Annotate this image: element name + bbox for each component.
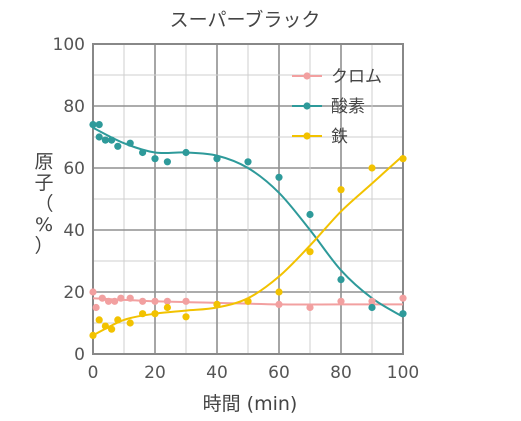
- y-axis-title-char: （: [34, 193, 53, 215]
- data-point-series-0: [182, 297, 190, 305]
- data-point-series-2: [114, 316, 122, 324]
- y-axis-title: 原子（%）: [34, 151, 53, 257]
- legend-label-series-1: 酸素: [331, 97, 365, 117]
- data-point-series-0: [139, 297, 147, 305]
- legend-label-series-0: クロム: [331, 67, 382, 87]
- data-point-series-2: [306, 248, 314, 256]
- data-point-series-1: [95, 133, 103, 141]
- data-point-series-0: [89, 288, 97, 296]
- data-point-series-2: [151, 310, 159, 318]
- legend-marker-series-2: [303, 132, 311, 140]
- data-point-series-0: [151, 297, 159, 305]
- data-point-series-0: [399, 294, 407, 302]
- data-point-series-1: [399, 310, 407, 318]
- x-tick-label: 80: [330, 363, 352, 383]
- y-tick-label: 0: [74, 345, 85, 365]
- x-tick-label: 40: [206, 363, 228, 383]
- y-axis-title-char: ）: [34, 235, 53, 257]
- y-axis-title-char: %: [35, 214, 53, 236]
- data-point-series-2: [182, 313, 190, 321]
- y-tick-label: 80: [63, 97, 85, 117]
- data-point-series-2: [244, 297, 252, 305]
- trend-line-series-1: [92, 126, 404, 318]
- legend-marker-series-0: [303, 72, 311, 80]
- data-point-series-2: [368, 164, 376, 172]
- x-axis-title: 時間 (min): [203, 393, 298, 415]
- data-point-series-2: [95, 316, 103, 324]
- data-point-series-0: [111, 297, 119, 305]
- data-point-series-1: [151, 155, 159, 163]
- data-point-series-0: [306, 303, 314, 312]
- data-point-series-0: [275, 300, 283, 308]
- data-point-series-2: [139, 310, 147, 318]
- data-point-series-1: [306, 210, 314, 219]
- data-point-series-0: [92, 303, 100, 312]
- x-tick-label: 60: [268, 363, 290, 383]
- data-point-series-2: [89, 331, 97, 339]
- data-point-series-0: [98, 294, 106, 302]
- y-tick-label: 20: [63, 283, 85, 303]
- legend-marker-series-1: [303, 102, 311, 110]
- data-point-series-2: [213, 300, 221, 308]
- y-tick-label: 100: [53, 35, 85, 55]
- data-point-series-1: [244, 158, 252, 166]
- y-tick-label: 60: [63, 159, 85, 179]
- data-point-series-2: [337, 186, 345, 194]
- data-point-series-1: [126, 139, 134, 147]
- data-point-series-2: [399, 155, 407, 163]
- data-point-series-1: [213, 155, 221, 163]
- legend-label-series-2: 鉄: [331, 127, 348, 147]
- data-point-series-0: [368, 297, 376, 305]
- data-point-series-1: [368, 303, 376, 312]
- data-point-series-1: [337, 276, 345, 284]
- data-point-series-0: [117, 294, 125, 302]
- data-point-series-2: [101, 322, 109, 330]
- data-point-series-0: [163, 297, 171, 305]
- axis-layer: 0 20 40 60 80 100 0 20 40 60 80 100: [53, 35, 420, 383]
- data-point-series-1: [89, 121, 97, 129]
- data-point-series-1: [101, 136, 109, 144]
- plot-frame: [92, 43, 404, 355]
- data-point-series-2: [126, 319, 134, 327]
- y-tick-label: 40: [63, 221, 85, 241]
- y-axis-title-char: 原: [34, 151, 53, 173]
- point-layer: [89, 121, 407, 339]
- data-point-series-1: [163, 158, 171, 166]
- data-point-series-2: [163, 303, 171, 312]
- chart-title: スーパーブラック: [170, 8, 321, 31]
- data-point-series-2: [275, 288, 283, 296]
- data-point-series-0: [337, 297, 345, 305]
- data-point-series-1: [108, 136, 116, 144]
- data-point-series-1: [114, 142, 122, 150]
- x-tick-label: 20: [144, 363, 166, 383]
- data-point-series-1: [275, 173, 283, 181]
- y-axis-title-char: 子: [34, 172, 53, 194]
- data-point-series-1: [95, 121, 103, 129]
- data-point-series-1: [139, 148, 147, 157]
- data-point-series-0: [104, 297, 113, 305]
- x-tick-label: 0: [88, 363, 99, 383]
- data-point-series-2: [108, 325, 116, 333]
- data-point-series-1: [182, 148, 190, 157]
- x-tick-label: 100: [387, 363, 419, 383]
- data-point-series-0: [126, 294, 134, 302]
